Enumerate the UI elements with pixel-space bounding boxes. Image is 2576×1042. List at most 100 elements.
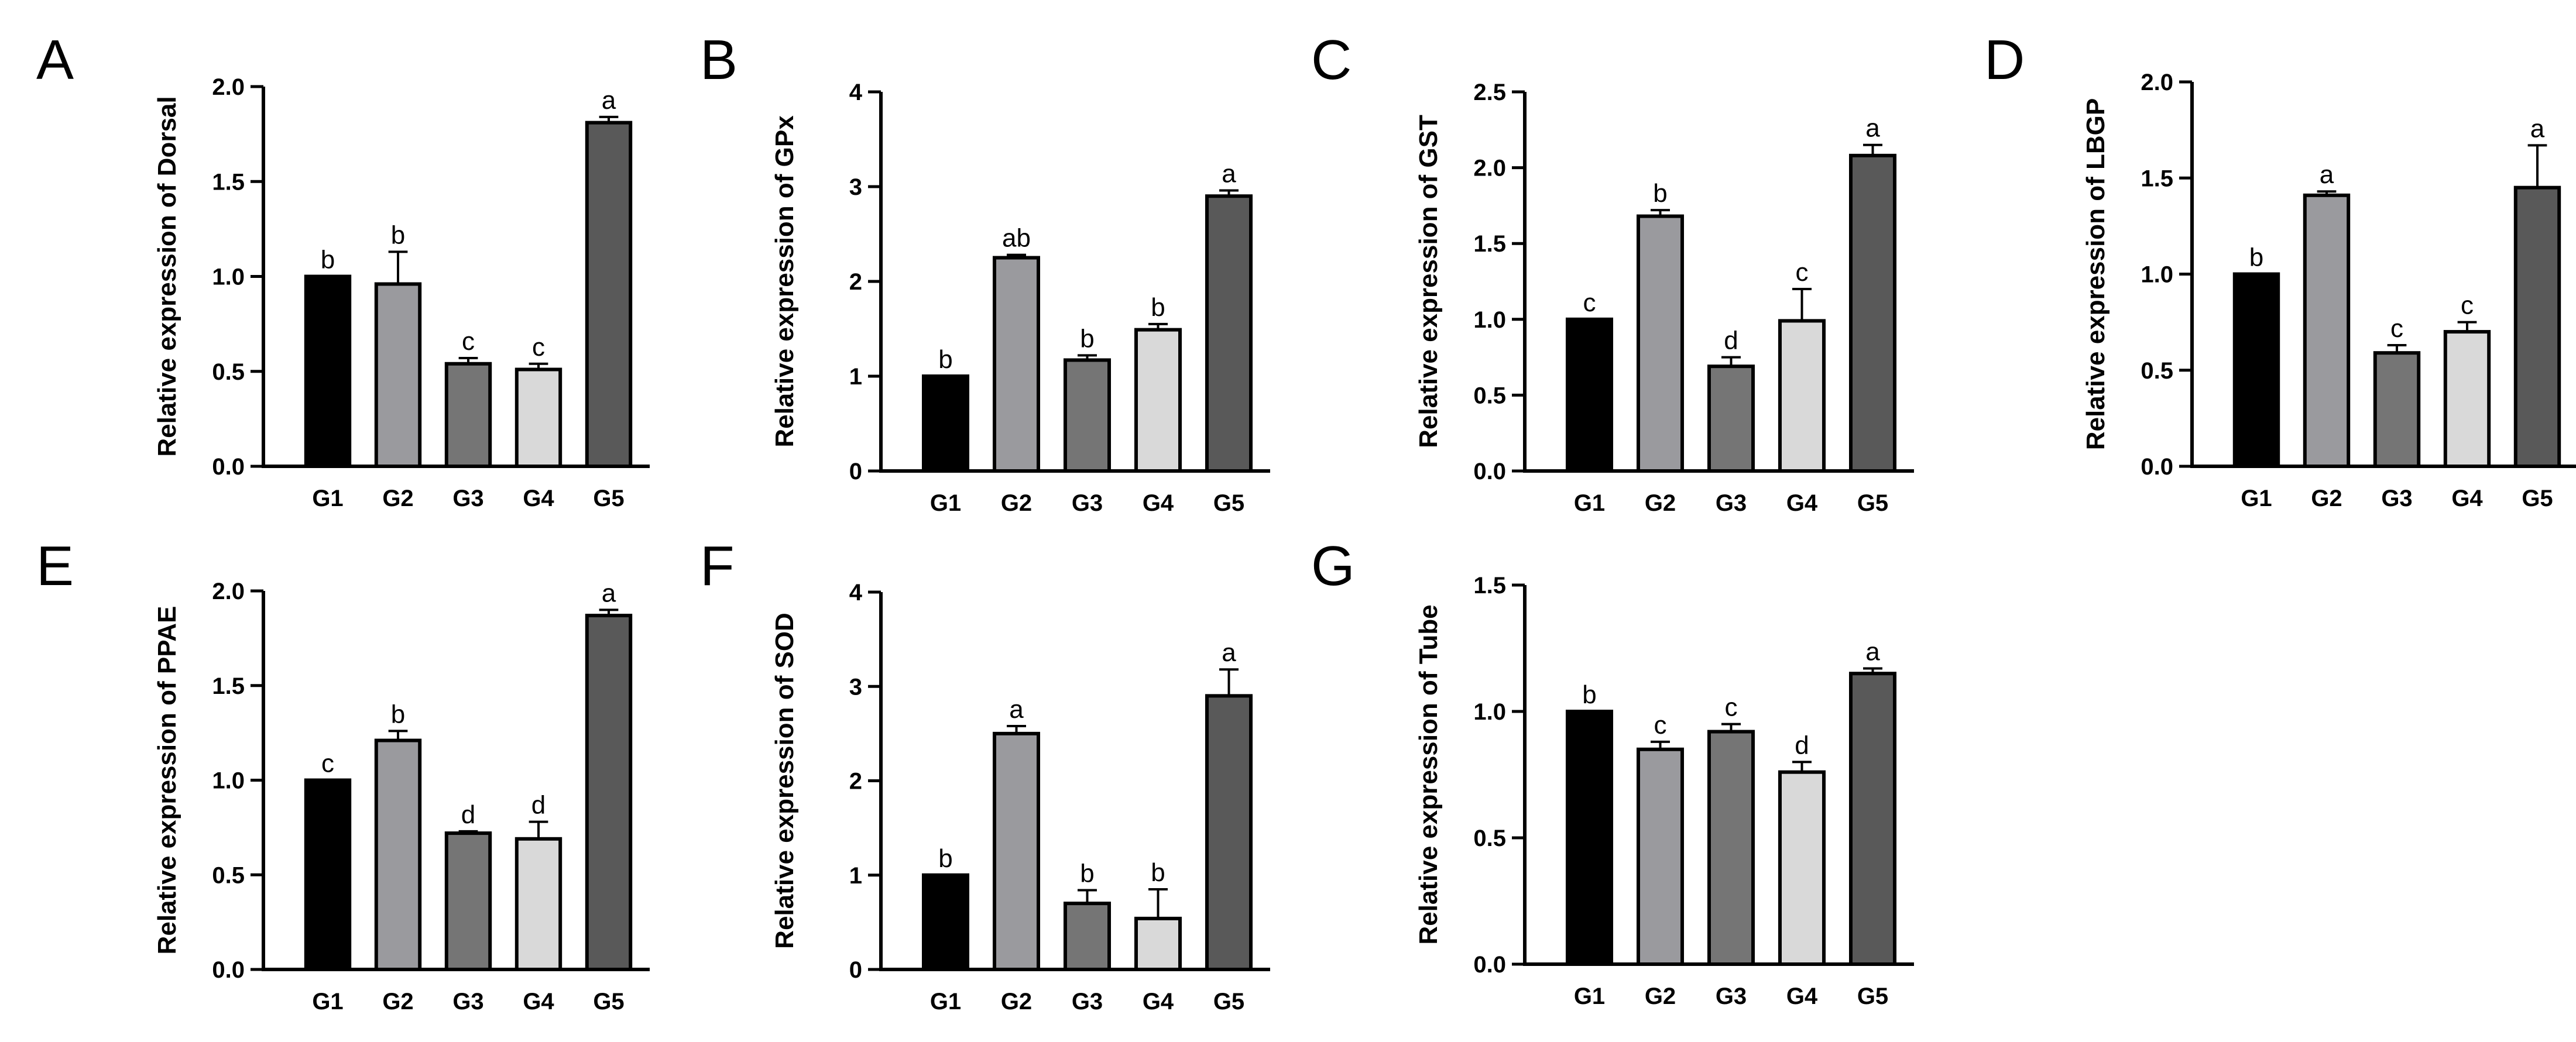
y-tick-label: 0.5: [212, 359, 245, 385]
x-tick-label: G5: [1857, 490, 1888, 516]
bar-g3: [1063, 358, 1112, 473]
y-tick-label: 1.0: [212, 264, 245, 290]
panel-f: F 0 1 2 3 4 Relative expression of SOD b G1 a G2 b G…: [700, 535, 1270, 1015]
significance-label: a: [1222, 638, 1236, 667]
significance-label: b: [938, 844, 952, 873]
bar-g4: [1778, 770, 1826, 967]
x-tick-label: G2: [382, 989, 413, 1015]
significance-label: d: [1795, 731, 1809, 759]
panel-c: C 0.0 0.5 1.0 1.5 2.0 2.5 Relative expression o…: [1311, 29, 1914, 516]
x-tick-label: G2: [382, 486, 413, 511]
y-tick-label: 2.0: [2141, 70, 2173, 95]
panel-letter: D: [1984, 29, 2025, 91]
bar-g5: [585, 121, 633, 468]
significance-label: b: [1080, 324, 1094, 353]
significance-label: c: [1583, 288, 1596, 317]
x-tick-label: G4: [2451, 486, 2483, 511]
y-tick-label: 0: [849, 957, 862, 983]
y-axis-label: Relative expression of GPx: [770, 115, 799, 448]
panel-letter: B: [700, 29, 738, 91]
bar-g1: [2232, 272, 2280, 468]
x-tick-label: G4: [1786, 490, 1818, 516]
significance-label: a: [602, 86, 616, 115]
x-tick-label: G4: [1143, 989, 1174, 1015]
y-tick-label: 0.0: [2141, 454, 2173, 480]
y-tick-label: 0.0: [212, 454, 245, 480]
y-axis-label: Relative expression of Dorsal: [153, 96, 181, 456]
bar-g5: [585, 614, 633, 972]
y-tick-label: 0.0: [212, 957, 245, 983]
x-tick-label: G1: [2241, 486, 2272, 511]
y-axis-label: Relative expression of SOD: [770, 613, 799, 949]
significance-label: a: [1865, 114, 1880, 143]
panel-g: G 0.0 0.5 1.0 1.5 Relative expression of Tube…: [1311, 535, 1914, 1009]
y-tick-label: 1.5: [1473, 231, 1506, 257]
bar-g1: [921, 873, 970, 971]
y-tick-label: 2: [849, 769, 862, 795]
x-tick-label: G3: [1716, 490, 1747, 516]
x-tick-label: G1: [1574, 983, 1605, 1009]
y-tick-label: 2.5: [1473, 80, 1506, 105]
y-tick-label: 0.5: [2141, 358, 2173, 384]
x-tick-label: G1: [930, 989, 961, 1015]
x-tick-label: G4: [1786, 983, 1818, 1009]
panel-d: D 0.0 0.5 1.0 1.5 2.0 Relative expression of L…: [1984, 29, 2576, 511]
y-tick-label: 4: [849, 580, 863, 606]
x-tick-label: G3: [452, 486, 483, 511]
x-tick-label: G1: [1574, 490, 1605, 516]
significance-label: c: [321, 749, 334, 778]
bar-g5: [1848, 672, 1897, 966]
significance-label: a: [2530, 114, 2545, 143]
significance-label: c: [2461, 291, 2474, 320]
significance-label: c: [1725, 693, 1738, 722]
bar-g5: [1205, 194, 1253, 473]
x-tick-label: G3: [1072, 490, 1103, 516]
bar-g1: [921, 374, 970, 473]
y-tick-label: 1.5: [1473, 573, 1506, 599]
bar-g4: [514, 367, 562, 468]
y-tick-label: 3: [849, 674, 862, 700]
y-tick-label: 1.0: [1473, 307, 1506, 333]
bar-g1: [1565, 710, 1614, 966]
x-tick-label: G1: [312, 989, 343, 1015]
bar-g5: [1848, 153, 1897, 473]
x-tick-label: G4: [523, 989, 554, 1015]
bar-g5: [1205, 694, 1253, 971]
significance-label: b: [391, 221, 405, 249]
x-tick-label: G5: [2522, 486, 2553, 511]
y-axis-label: Relative expression of LBGP: [2081, 98, 2110, 450]
y-tick-label: 0.5: [212, 862, 245, 888]
significance-label: c: [532, 333, 545, 362]
y-tick-label: 3: [849, 174, 862, 200]
x-tick-label: G4: [523, 486, 554, 511]
x-tick-label: G2: [1001, 989, 1032, 1015]
y-tick-label: 1.0: [1473, 699, 1506, 725]
bar-g2: [374, 738, 422, 971]
panel-letter: E: [36, 535, 74, 597]
bar-g2: [992, 731, 1041, 971]
significance-label: c: [1796, 258, 1809, 287]
bar-g2: [374, 282, 422, 468]
panel-letter: F: [700, 535, 735, 597]
y-axis-label: Relative expression of Tube: [1414, 604, 1443, 944]
bar-g4: [1778, 319, 1826, 473]
bar-g4: [1134, 328, 1182, 473]
bar-g3: [2373, 351, 2421, 468]
bar-g4: [1134, 916, 1182, 972]
significance-label: c: [2390, 314, 2403, 343]
x-tick-label: G2: [1001, 490, 1032, 516]
x-tick-label: G5: [593, 989, 624, 1015]
significance-label: b: [938, 345, 952, 374]
bar-g5: [2513, 185, 2561, 468]
significance-label: a: [1222, 159, 1236, 188]
bar-g3: [444, 831, 492, 971]
y-tick-label: 1.5: [2141, 166, 2173, 191]
bar-g2: [1636, 214, 1685, 473]
panel-letter: C: [1311, 29, 1352, 91]
significance-label: b: [2249, 243, 2263, 272]
x-tick-label: G2: [2311, 486, 2342, 511]
significance-label: b: [1653, 179, 1667, 208]
x-tick-label: G4: [1143, 490, 1174, 516]
